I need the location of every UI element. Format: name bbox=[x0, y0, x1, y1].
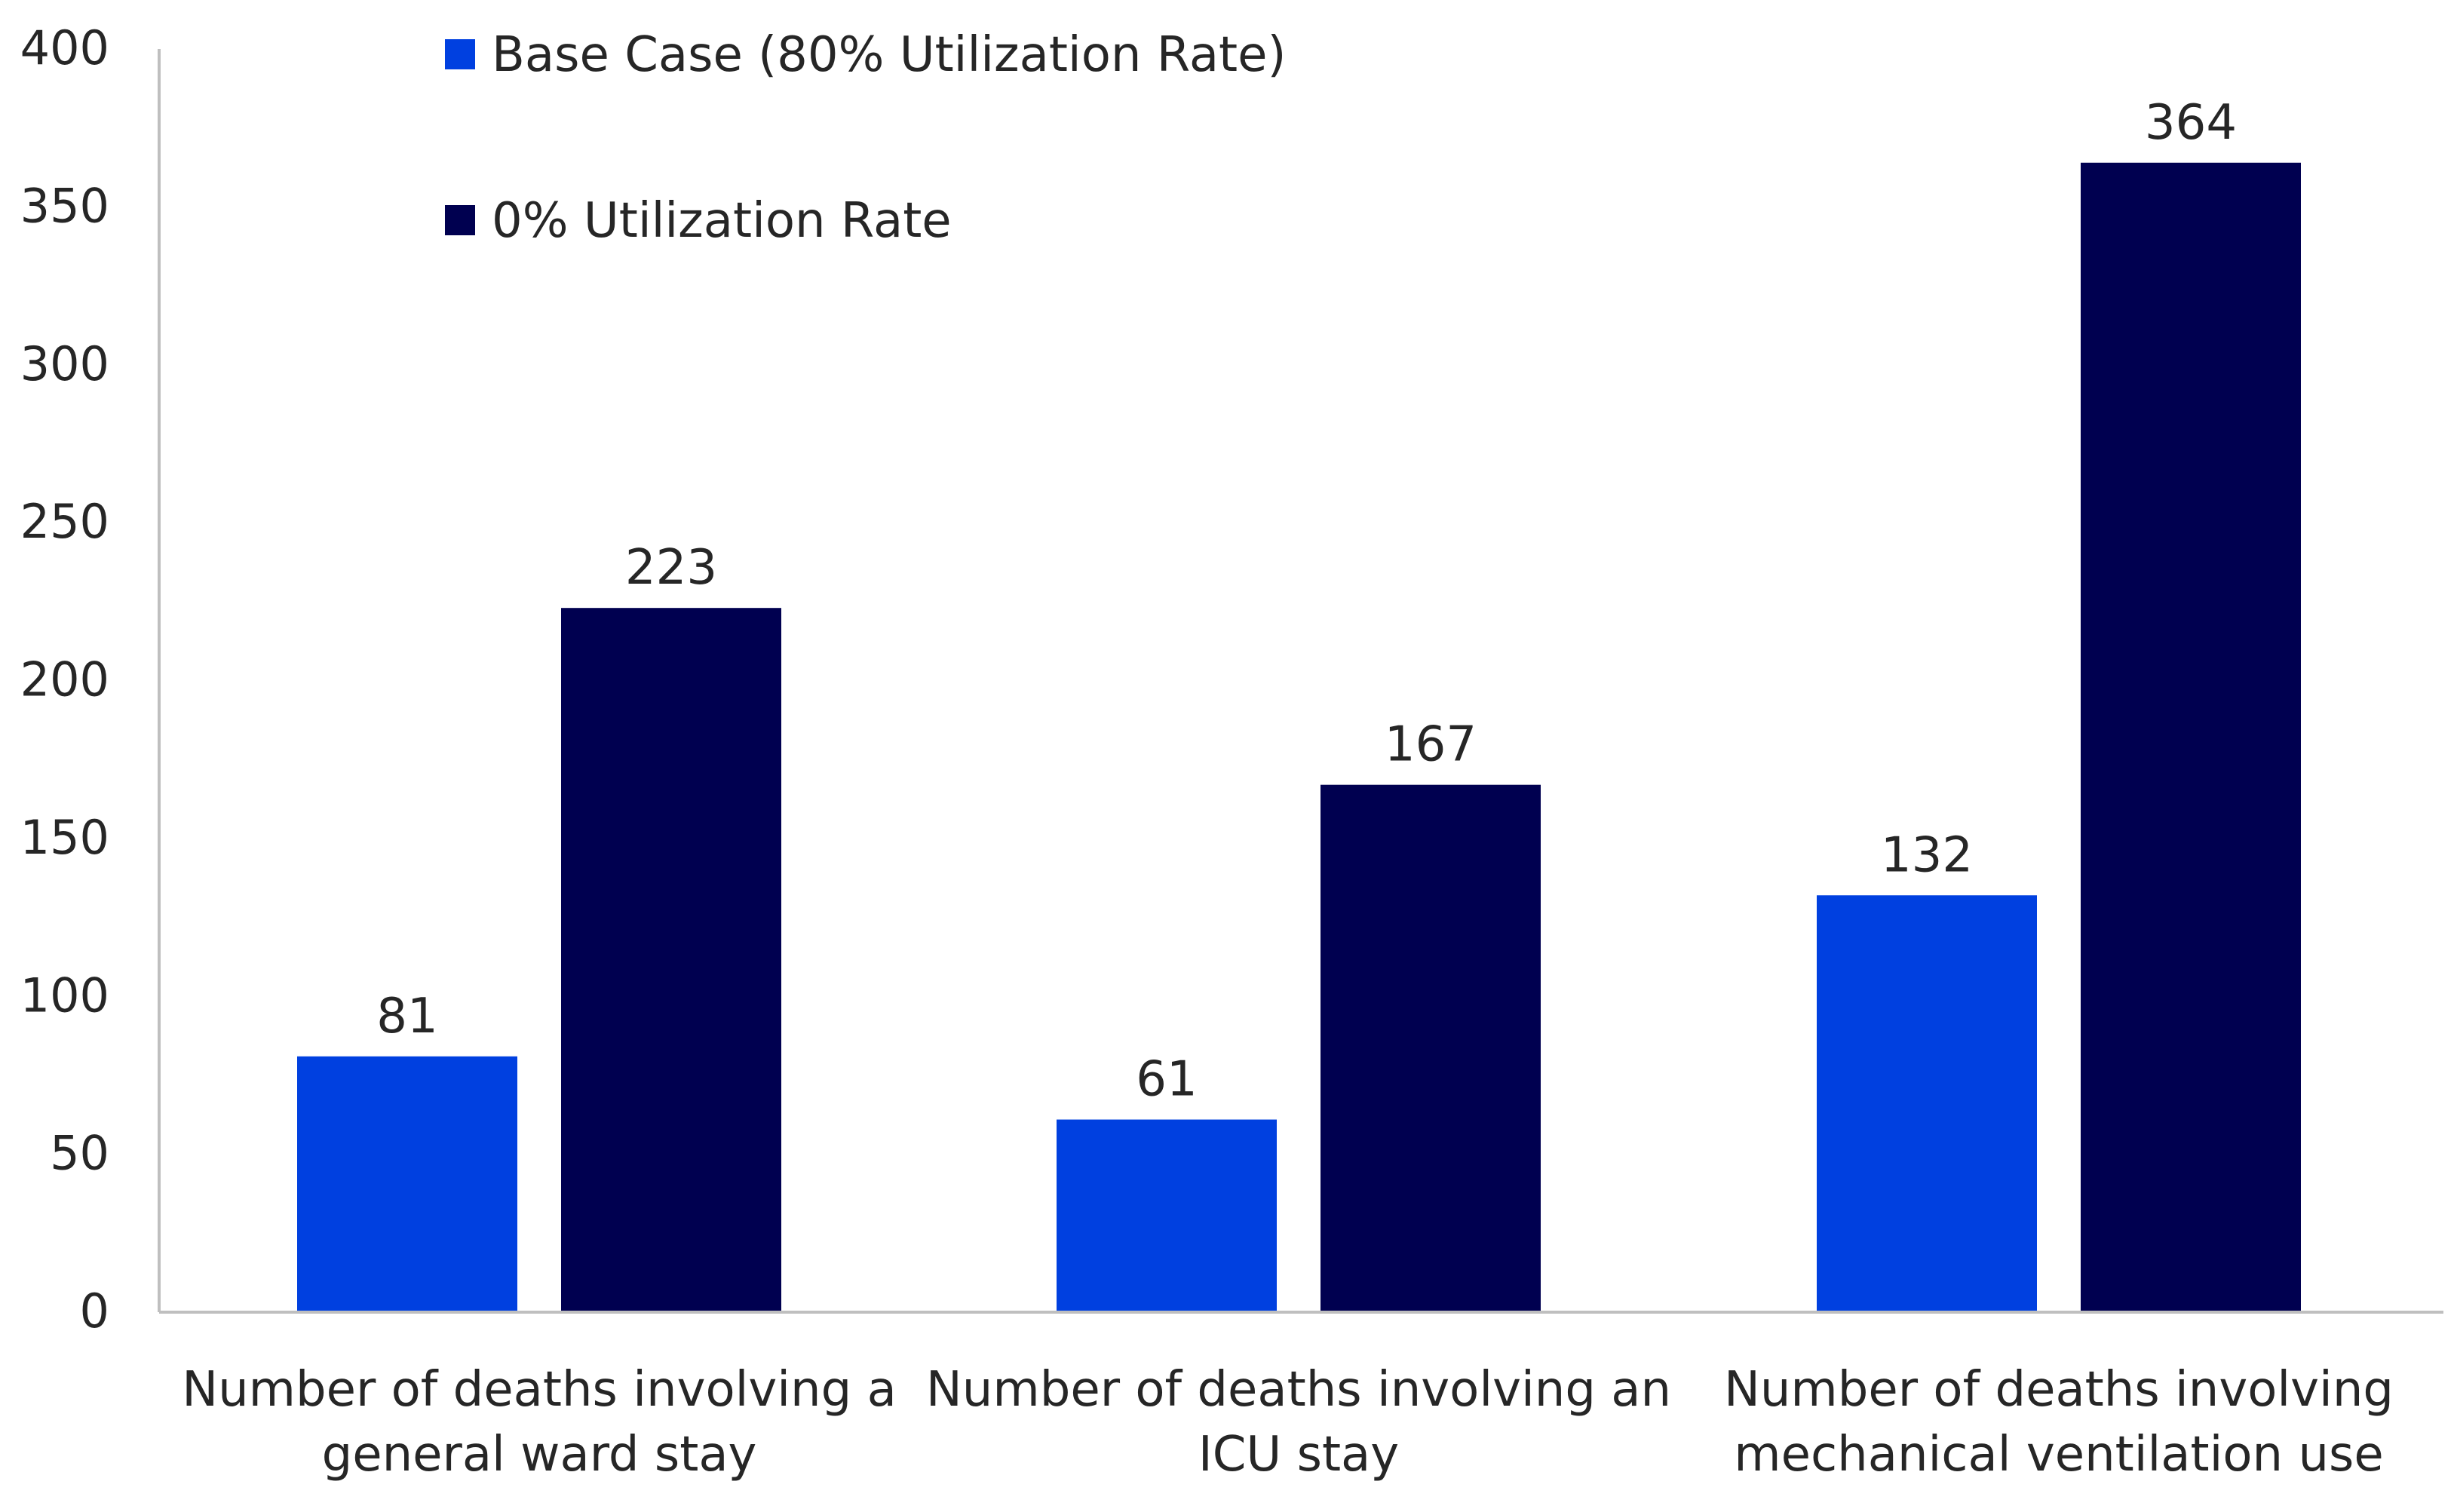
data-labels: 81 223 61 167 132 364 bbox=[376, 95, 2237, 1108]
y-tick-label: 150 bbox=[20, 810, 109, 865]
y-tick-label: 100 bbox=[20, 968, 109, 1023]
category-label: Number of deaths involving bbox=[1724, 1362, 2394, 1418]
bar-zero-utilization-2 bbox=[1321, 784, 1541, 1312]
y-tick-label: 300 bbox=[20, 336, 109, 391]
category-label: mechanical ventilation use bbox=[1734, 1427, 2383, 1483]
bar-base-case-3 bbox=[1817, 895, 2037, 1312]
category-label: Number of deaths involving an bbox=[926, 1362, 1671, 1418]
legend-swatch bbox=[445, 39, 475, 69]
category-label: general ward stay bbox=[322, 1427, 757, 1483]
y-tick-label: 0 bbox=[80, 1284, 109, 1339]
category-label: ICU stay bbox=[1198, 1427, 1399, 1483]
bar-zero-utilization-3 bbox=[2081, 162, 2301, 1312]
legend-label: 0% Utilization Rate bbox=[492, 193, 952, 249]
y-axis-ticks: 0 50 100 150 200 250 300 350 400 bbox=[20, 20, 109, 1339]
data-label: 167 bbox=[1385, 717, 1477, 773]
y-tick-label: 50 bbox=[50, 1126, 109, 1181]
bars bbox=[297, 162, 2301, 1312]
category-label: Number of deaths involving a bbox=[182, 1362, 897, 1418]
data-label: 132 bbox=[1881, 827, 1973, 883]
y-tick-label: 200 bbox=[20, 652, 109, 707]
data-label: 81 bbox=[376, 989, 437, 1044]
legend-swatch bbox=[445, 205, 475, 235]
bar-zero-utilization-1 bbox=[561, 608, 781, 1312]
y-tick-label: 250 bbox=[20, 494, 109, 549]
x-axis-category-labels: Number of deaths involving a general ward… bbox=[182, 1362, 2394, 1483]
bar-base-case-1 bbox=[297, 1056, 517, 1312]
y-tick-label: 350 bbox=[20, 178, 109, 233]
data-label: 61 bbox=[1136, 1052, 1197, 1108]
legend-label: Base Case (80% Utilization Rate) bbox=[492, 27, 1286, 83]
data-label: 364 bbox=[2145, 95, 2237, 151]
legend: Base Case (80% Utilization Rate) 0% Utili… bbox=[445, 27, 1286, 249]
data-label: 223 bbox=[625, 540, 717, 596]
bar-base-case-2 bbox=[1057, 1119, 1277, 1312]
y-tick-label: 400 bbox=[20, 20, 109, 75]
